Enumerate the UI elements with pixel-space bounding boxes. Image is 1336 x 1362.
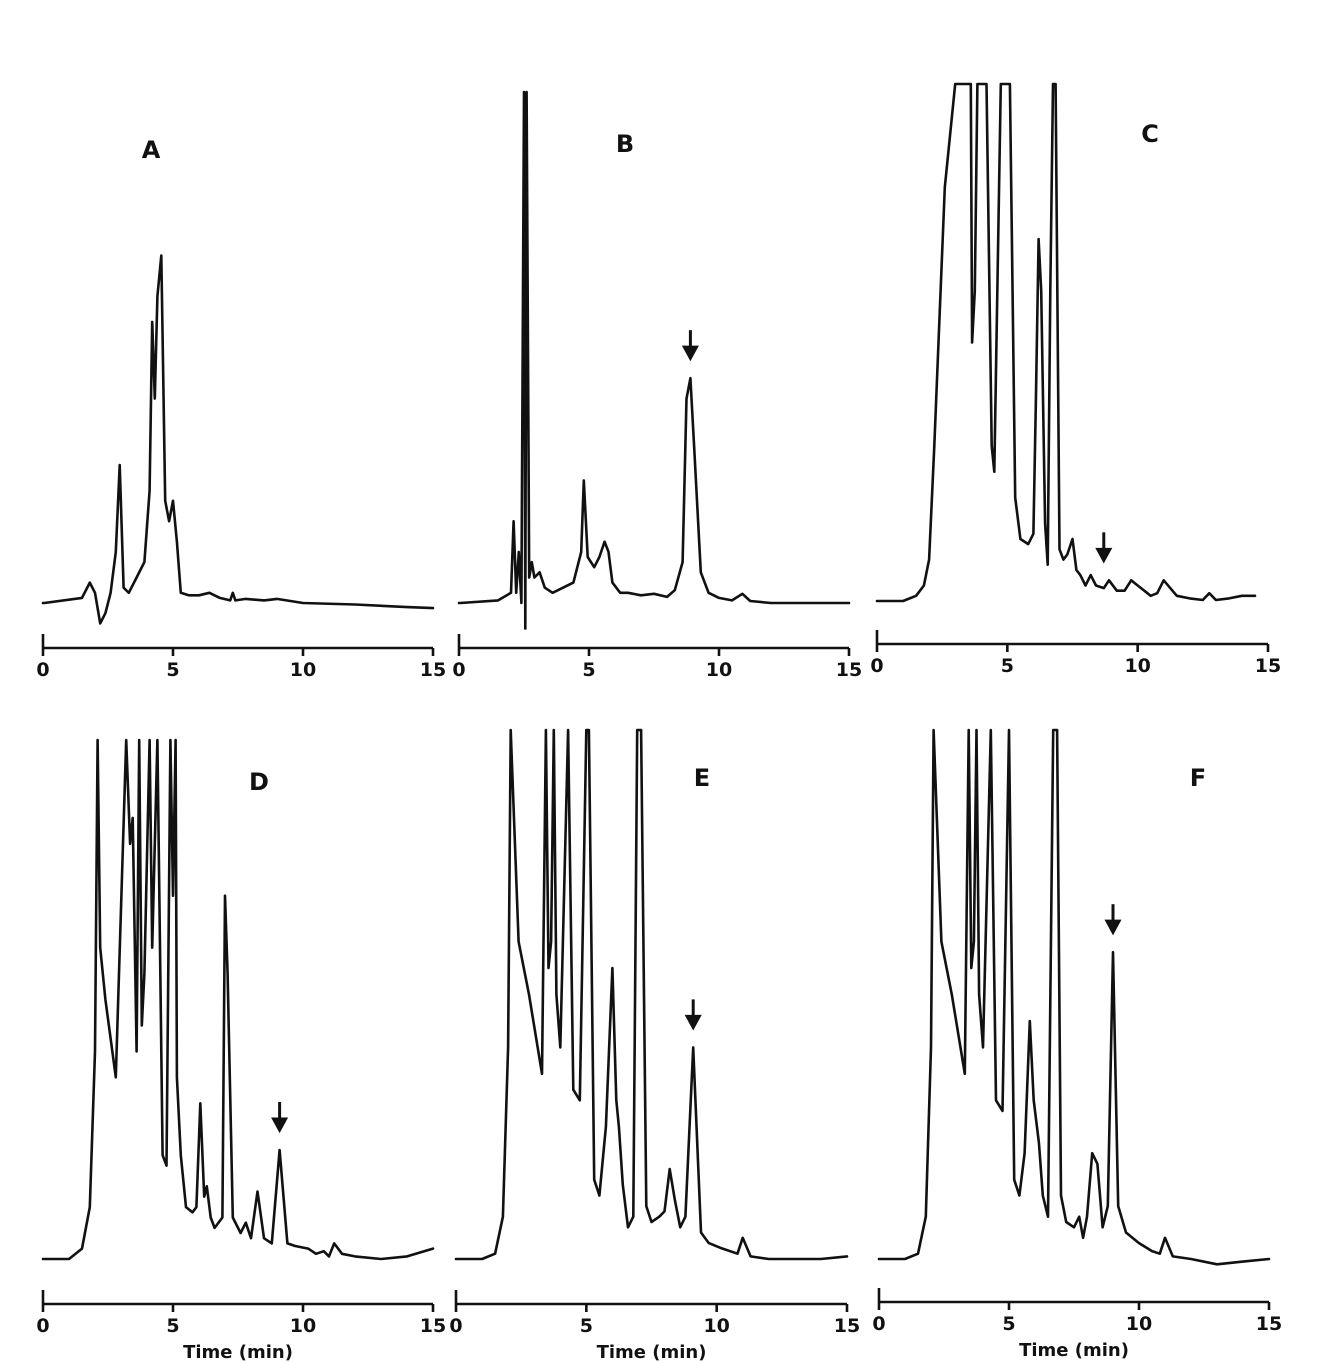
panel-label: A	[142, 136, 161, 164]
panel-label: F	[1190, 764, 1206, 792]
x-tick-label: 10	[290, 659, 316, 681]
x-axis-title: Time (min)	[1019, 1340, 1129, 1361]
x-tick-label: 5	[166, 1315, 179, 1337]
peak-arrow	[684, 999, 702, 1031]
peak-arrow	[271, 1102, 289, 1134]
x-tick-label: 15	[836, 659, 862, 681]
x-tick-label: 10	[290, 1315, 316, 1337]
x-tick-label: 0	[449, 1315, 462, 1337]
peak-arrow	[1104, 904, 1122, 936]
x-tick-label: 15	[1256, 1313, 1282, 1335]
x-tick-label: 5	[580, 1315, 593, 1337]
panel-e: 0 5 10 15 Time (min) E	[449, 728, 860, 1362]
x-tick-label: 10	[703, 1315, 729, 1337]
peak-arrow	[681, 330, 699, 362]
x-tick-label: 10	[1124, 655, 1150, 677]
x-tick-label: 5	[1001, 655, 1014, 677]
x-tick-label: 15	[1255, 655, 1281, 677]
panel-c: 0 5 10 15 C	[870, 82, 1281, 677]
panel-b: 0 5 10 15 B	[452, 90, 862, 681]
panel-d: 0 5 10 15 Time (min) D	[36, 738, 446, 1362]
x-axis-title: Time (min)	[183, 1342, 293, 1362]
panel-f: 0 5 10 15 Time (min) F	[872, 728, 1282, 1361]
panel-label: B	[616, 130, 634, 158]
chromatogram-trace	[875, 82, 1257, 603]
x-axis-title: Time (min)	[597, 1342, 707, 1362]
x-tick-label: 0	[452, 659, 465, 681]
x-tick-label: 15	[420, 659, 446, 681]
x-tick-label: 0	[36, 1315, 49, 1337]
peak-arrow	[1095, 532, 1113, 564]
chromatogram-trace	[454, 728, 849, 1261]
panel-label: E	[694, 764, 710, 792]
x-tick-label: 10	[706, 659, 732, 681]
chromatogram-trace	[41, 738, 435, 1261]
panel-label: D	[249, 768, 269, 796]
chromatogram-trace	[877, 728, 1271, 1266]
panel-a: 0 5 10 15 A	[36, 136, 446, 681]
x-tick-label: 15	[420, 1315, 446, 1337]
x-tick-label: 0	[872, 1313, 885, 1335]
chromatogram-trace	[41, 254, 435, 625]
x-tick-label: 0	[870, 655, 883, 677]
x-tick-label: 5	[166, 659, 179, 681]
panel-label: C	[1141, 120, 1159, 148]
x-tick-label: 10	[1126, 1313, 1152, 1335]
x-tick-label: 5	[582, 659, 595, 681]
x-tick-label: 15	[834, 1315, 860, 1337]
x-tick-label: 0	[36, 659, 49, 681]
chromatogram-trace	[457, 90, 851, 630]
x-tick-label: 5	[1002, 1313, 1015, 1335]
